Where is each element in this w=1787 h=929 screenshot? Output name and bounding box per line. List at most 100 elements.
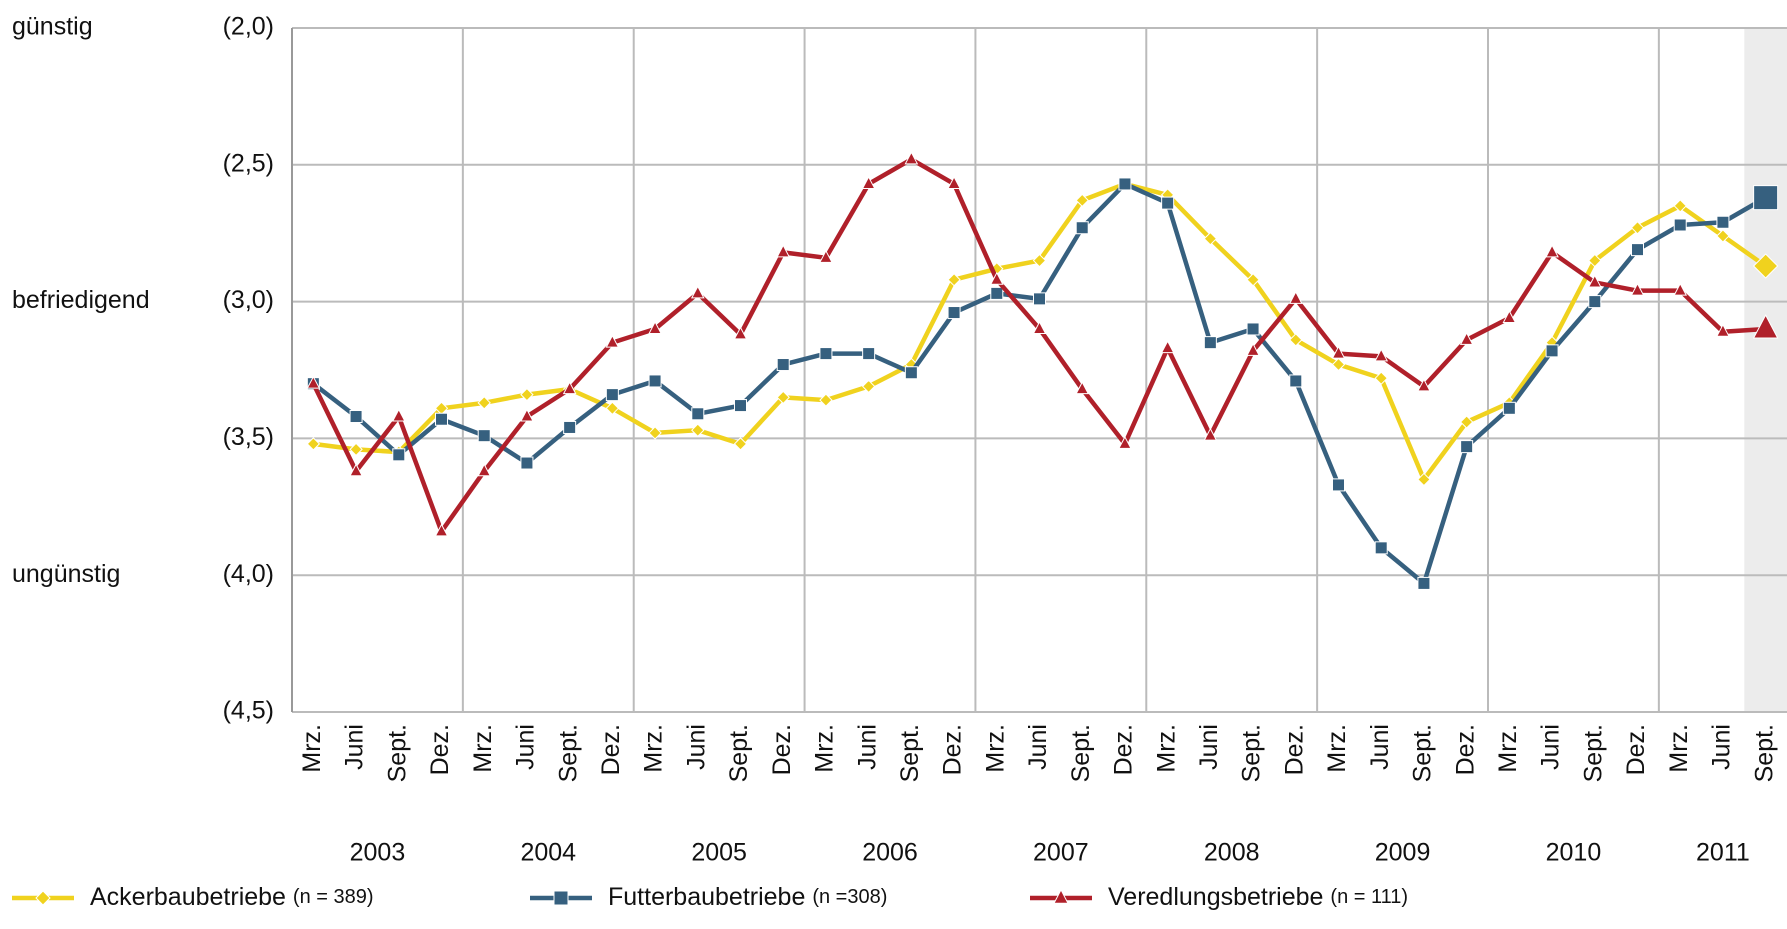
marker [691,423,705,437]
marker [392,448,406,462]
x-tick-label: Juni [1537,724,1565,770]
marker [648,320,662,334]
legend-n: (n =308) [812,886,887,908]
marker [1075,221,1089,235]
legend-name: Futterbaubetriebe [608,883,805,911]
marker [947,273,961,287]
y-tick-label: (2,5) [223,149,274,177]
year-label: 2011 [1696,839,1750,867]
marker [477,429,491,443]
x-tick-label: Juni [1195,724,1223,770]
x-tick-label: Juni [682,724,710,770]
marker [1588,295,1602,309]
marker [947,175,961,189]
marker [947,306,961,320]
y-tick-label: (4,5) [223,697,274,725]
x-tick-label: Sept. [1067,724,1095,782]
year-label: 2005 [691,839,747,867]
x-tick-label: Sept. [383,724,411,782]
marker [1460,440,1474,454]
x-tick-label: Mrz. [1494,724,1522,773]
x-tick-label: Juni [1024,724,1052,770]
x-tick-label: Dez. [768,724,796,775]
year-label: 2004 [520,839,576,867]
x-tick-label: Sept. [1409,724,1437,782]
marker [477,396,491,410]
marker [605,401,620,416]
year-label: 2010 [1546,839,1602,867]
marker [1289,333,1303,347]
x-tick-label: Mrz. [1152,724,1180,773]
x-tick-label: Sept. [1579,724,1607,782]
marker [1160,340,1175,354]
marker [1332,478,1345,492]
x-tick-label: Juni [512,724,540,770]
marker [563,420,577,434]
marker [819,249,833,263]
marker [904,151,919,165]
legend-item: Futterbaubetriebe (n =308) [530,883,887,911]
marker [1203,231,1218,246]
marker [349,410,363,424]
year-label: 2003 [350,839,406,867]
marker [1673,282,1688,296]
marker [1630,282,1645,296]
legend-n: (n = 389) [293,886,374,908]
x-tick-label: Mrz. [981,724,1009,773]
marker [1588,253,1602,268]
marker [1459,331,1474,345]
year-label: 2009 [1375,839,1431,867]
marker [862,347,876,361]
x-tick-label: Sept. [896,724,924,782]
marker [605,334,620,348]
marker [861,175,876,189]
marker [1673,199,1687,213]
marker [733,437,748,451]
marker [1374,541,1388,555]
x-tick-label: Mrz. [1665,724,1693,773]
x-tick-label: Sept. [554,724,582,782]
marker [1374,371,1388,385]
marker [861,379,876,394]
marker [562,381,577,395]
legend-n: (n = 111) [1330,886,1408,908]
marker [1716,229,1730,243]
marker [776,244,791,258]
marker [434,523,449,537]
marker [691,407,705,421]
year-label: 2006 [862,839,918,867]
marker [1289,374,1303,388]
legend-item: Veredlungsbetriebe (n = 111) [1030,883,1408,911]
x-tick-label: Dez. [1451,724,1479,775]
marker [435,412,448,426]
marker [1161,196,1175,210]
marker [1033,292,1046,306]
y-annotation: befriedigend [12,286,150,314]
marker [1417,378,1431,392]
x-tick-label: Mrz. [811,724,839,773]
series-line [311,181,1767,586]
marker [520,408,534,422]
marker [1075,193,1089,208]
marker [1716,215,1730,229]
marker [520,387,534,402]
marker [1630,221,1645,235]
legend-label: Futterbaubetriebe (n =308) [608,883,887,911]
marker [1545,344,1559,358]
x-tick-label: Mrz. [469,724,497,773]
marker [1331,357,1346,372]
marker [1246,273,1260,287]
marker [1032,253,1047,268]
marker [1417,576,1431,590]
marker [35,890,51,906]
marker [733,326,748,340]
x-tick-label: Mrz. [640,724,668,773]
marker [1075,381,1090,395]
legend-label: Veredlungsbetriebe (n = 111) [1108,883,1408,911]
year-label: 2008 [1204,839,1260,867]
marker [1753,185,1779,211]
x-tick-label: Dez. [426,724,454,775]
x-tick-label: Dez. [1280,724,1308,775]
x-tick-label: Dez. [939,724,967,775]
y-annotation: ungünstig [12,560,120,588]
